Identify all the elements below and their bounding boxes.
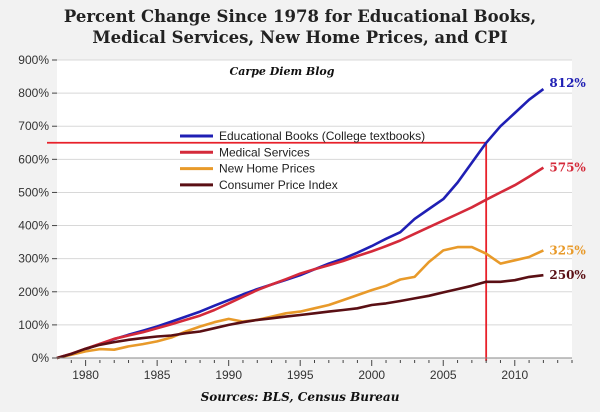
- legend-label: Educational Books (College textbooks): [219, 129, 425, 143]
- legend-label: Medical Services: [219, 145, 310, 159]
- y-tick-label: 200%: [18, 285, 49, 299]
- y-tick-label: 700%: [18, 119, 49, 133]
- x-tick-label: 2010: [501, 368, 528, 382]
- x-tick-label: 1990: [215, 368, 242, 382]
- legend-label: Consumer Price Index: [219, 178, 338, 192]
- y-tick-label: 300%: [18, 252, 49, 266]
- series-line-1: [56, 166, 545, 360]
- end-label: 575%: [549, 161, 586, 175]
- y-tick-label: 900%: [18, 53, 49, 67]
- series-line-2: [56, 245, 544, 360]
- chart-source: Sources: BLS, Census Bureau: [201, 390, 400, 404]
- y-tick-label: 0%: [32, 351, 50, 365]
- legend-label: New Home Prices: [219, 162, 315, 176]
- y-tick-label: 100%: [18, 318, 49, 332]
- x-tick-label: 2005: [430, 368, 457, 382]
- x-tick-label: 1985: [144, 368, 171, 382]
- chart-title: Percent Change Since 1978 for Educationa…: [64, 7, 536, 26]
- x-tick-label: 1995: [287, 368, 314, 382]
- end-label: 325%: [549, 243, 586, 257]
- x-tick-label: 1980: [72, 368, 99, 382]
- end-label: 812%: [549, 76, 586, 90]
- y-tick-label: 600%: [18, 152, 49, 166]
- y-tick-label: 400%: [18, 219, 49, 233]
- chart-title-line2: Medical Services, New Home Prices, and C…: [92, 28, 507, 47]
- end-label: 250%: [549, 268, 586, 282]
- chart-subtitle: Carpe Diem Blog: [230, 65, 335, 78]
- x-tick-label: 2000: [358, 368, 385, 382]
- y-tick-label: 800%: [18, 86, 49, 100]
- series-line-3: [56, 273, 544, 360]
- y-tick-label: 500%: [18, 185, 49, 199]
